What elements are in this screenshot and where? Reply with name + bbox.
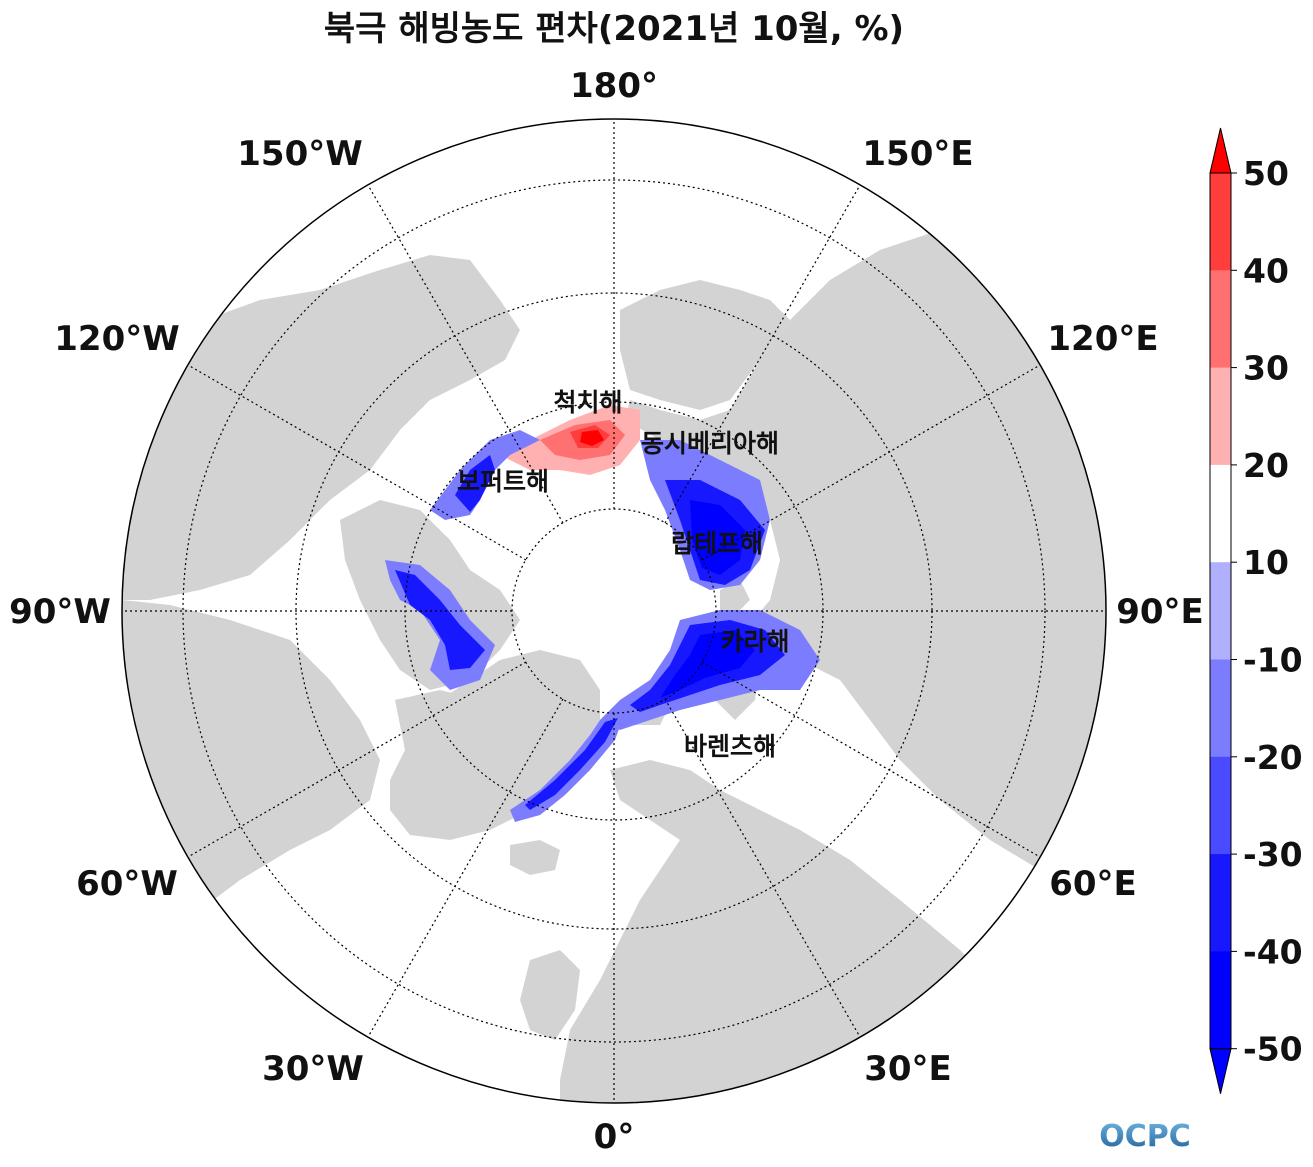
ocpc-logo-text: OCPC <box>1099 1119 1191 1154</box>
colorbar-segment <box>1210 173 1231 271</box>
land-severnaya-zemlya <box>720 580 750 615</box>
lon-label-120w: 120°W <box>54 319 179 359</box>
meridian-30e <box>664 698 861 1038</box>
longitude-labels: 0° 30°E 60°E 90°E 120°E 150°E 180° 150°W… <box>9 66 1204 1157</box>
lon-label-60e: 60°E <box>1049 864 1137 904</box>
lon-label-150w: 150°W <box>237 134 362 174</box>
meridian-150w <box>367 184 564 524</box>
sea-label-kara: 카라해 <box>720 627 789 656</box>
land-british-isles <box>520 950 580 1040</box>
colorbar-tick-label: 30 <box>1243 349 1289 388</box>
sea-label-east-siberian: 동시베리아해 <box>641 429 779 458</box>
colorbar-segment <box>1210 270 1231 369</box>
latitude-circle-50 <box>182 179 1046 1043</box>
lon-label-30e: 30°E <box>864 1049 952 1089</box>
land-alaska <box>122 255 520 600</box>
colorbar-extend-bottom <box>1209 1048 1232 1094</box>
lon-label-90w: 90°W <box>9 592 111 632</box>
sea-ice-anomaly-field <box>385 405 820 822</box>
colorbar-segment <box>1210 659 1231 758</box>
sea-label-laptev: 랍테프해 <box>671 529 763 558</box>
colorbar-tick-label: 10 <box>1243 543 1289 582</box>
meridian-60e <box>701 661 1041 858</box>
colorbar-segment <box>1210 854 1231 952</box>
land-iceland <box>510 840 560 875</box>
colorbar-tick-label: -40 <box>1243 932 1303 971</box>
land-siberia <box>625 220 1106 890</box>
colorbar-tick-label: 20 <box>1243 446 1289 485</box>
ocpc-logo: OCPC <box>1099 1119 1191 1154</box>
meridian-150e <box>664 184 861 524</box>
lon-label-60w: 60°W <box>76 864 178 904</box>
colorbar-extend-top <box>1209 127 1232 174</box>
sea-label-barents: 바렌츠해 <box>684 732 776 761</box>
polar-map: 0° 30°E 60°E 90°E 120°E 150°E 180° 150°W… <box>9 66 1204 1157</box>
lon-label-30w: 30°W <box>262 1049 364 1089</box>
sea-label-beaufort: 보퍼트해 <box>457 467 549 496</box>
colorbar-outline <box>1209 172 1232 1050</box>
colorbar: 50 40 30 20 10 -10 -20 -30 -40 -50 <box>1209 127 1303 1094</box>
colorbar-tick-label: -10 <box>1243 641 1303 680</box>
map-boundary <box>121 118 1107 1104</box>
colorbar-segment <box>1210 464 1231 563</box>
lon-label-180: 180° <box>570 66 658 106</box>
colorbar-tick-label: -30 <box>1243 835 1303 874</box>
colorbar-segment <box>1210 367 1231 466</box>
graticule <box>122 119 1106 1103</box>
meridian-60w <box>187 661 527 858</box>
lon-label-150e: 150°E <box>862 134 973 174</box>
colorbar-segment <box>1210 951 1231 1050</box>
colorbar-tick-label: 40 <box>1243 251 1289 290</box>
colorbar-segment <box>1210 756 1231 855</box>
lon-label-0: 0° <box>594 1117 635 1157</box>
meridian-120w <box>187 364 527 561</box>
meridian-30w <box>367 698 564 1038</box>
chart-title: 북극 해빙농도 편차(2021년 10월, %) <box>324 9 904 49</box>
sea-label-chukchi: 척치해 <box>553 388 622 417</box>
colorbar-tick-label: -50 <box>1243 1030 1303 1069</box>
meridian-120e <box>701 364 1041 561</box>
colorbar-tick-label: -20 <box>1243 738 1303 777</box>
sea-labels: 척치해 동시베리아해 보퍼트해 랍테프해 카라해 바렌츠해 <box>457 388 790 761</box>
lon-label-120e: 120°E <box>1047 319 1158 359</box>
land-chukotka <box>620 280 790 410</box>
lon-label-90e: 90°E <box>1116 592 1204 632</box>
colorbar-tick-label: 50 <box>1243 154 1289 193</box>
colorbar-segment <box>1210 562 1231 660</box>
